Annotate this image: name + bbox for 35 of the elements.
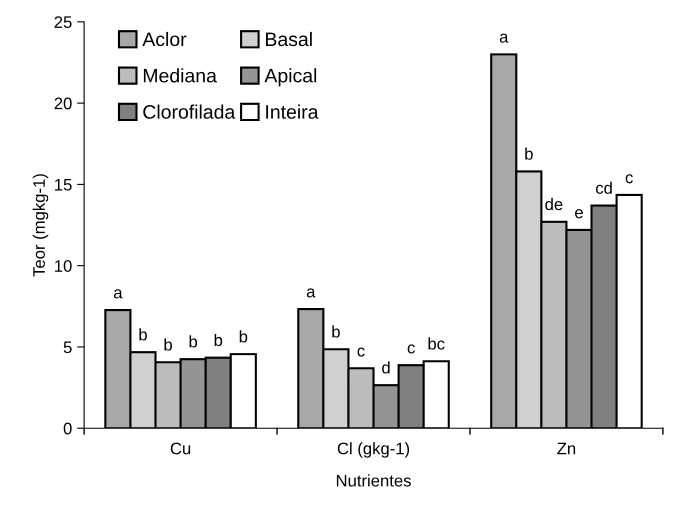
legend-label: Inteira <box>266 104 318 119</box>
data-label: a <box>114 289 123 298</box>
data-label: de <box>545 198 562 210</box>
data-label: c <box>408 344 415 354</box>
data-label: c <box>626 174 633 184</box>
data-label: a <box>306 288 316 298</box>
data-label: d <box>382 361 390 374</box>
legend-label: Mediana <box>144 68 217 82</box>
data-label: c <box>358 348 365 357</box>
data-label: e <box>575 209 583 218</box>
x-tick-label: Zn <box>557 442 576 454</box>
y-tick-label: 15 <box>55 178 72 191</box>
data-label: b <box>190 335 198 348</box>
y-tick-label: 20 <box>54 98 72 110</box>
data-label: b <box>240 330 248 342</box>
data-label: b <box>214 334 222 346</box>
data-label: b <box>139 328 147 341</box>
legend-label: Aclor <box>142 32 186 46</box>
data-label: b <box>525 148 533 160</box>
y-tick-label: 0 <box>64 422 72 434</box>
data-label: b <box>164 338 172 351</box>
x-tick-label: Cu <box>170 442 190 454</box>
data-label: a <box>500 34 508 43</box>
data-label: b <box>332 325 340 338</box>
y-axis-title: Teor (mgkg-1) <box>32 174 48 277</box>
y-tick-label: 10 <box>55 260 72 272</box>
legend-label: Clorofilada <box>143 104 236 119</box>
data-label: bc <box>428 337 445 350</box>
y-tick-label: 5 <box>64 342 72 354</box>
x-tick-label: Cl (gkg-1) <box>338 442 410 458</box>
legend-label: Apical <box>264 68 316 86</box>
legend-label: Basal <box>266 32 312 46</box>
data-label: cd <box>596 182 612 194</box>
x-axis-title: Nutrientes <box>336 474 411 487</box>
y-tick-label: 25 <box>54 16 72 28</box>
